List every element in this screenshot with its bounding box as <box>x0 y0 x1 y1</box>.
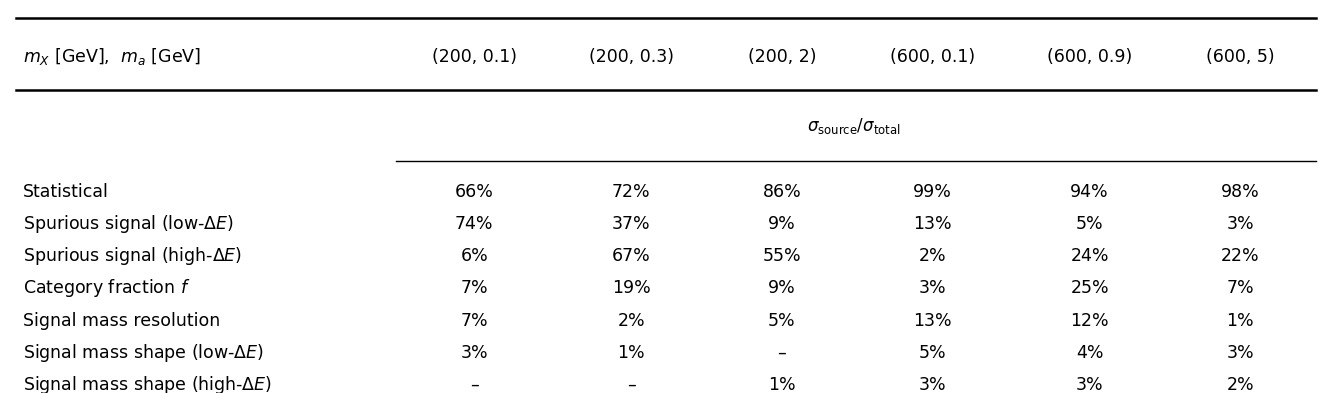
Text: –: – <box>627 376 635 393</box>
Text: 13%: 13% <box>914 312 951 330</box>
Text: 6%: 6% <box>461 247 488 265</box>
Text: 94%: 94% <box>1071 183 1108 201</box>
Text: 3%: 3% <box>1227 344 1253 362</box>
Text: 12%: 12% <box>1071 312 1108 330</box>
Text: (200, 0.1): (200, 0.1) <box>432 48 517 66</box>
Text: 9%: 9% <box>769 215 795 233</box>
Text: 99%: 99% <box>912 183 952 201</box>
Text: $\sigma_{\mathrm{source}}/\sigma_{\mathrm{total}}$: $\sigma_{\mathrm{source}}/\sigma_{\mathr… <box>807 116 900 136</box>
Text: 3%: 3% <box>919 279 946 298</box>
Text: 3%: 3% <box>1227 215 1253 233</box>
Text: 98%: 98% <box>1220 183 1260 201</box>
Text: 25%: 25% <box>1071 279 1108 298</box>
Text: Signal mass resolution: Signal mass resolution <box>23 312 220 330</box>
Text: 5%: 5% <box>1076 215 1103 233</box>
Text: Signal mass shape (high-$\Delta E$): Signal mass shape (high-$\Delta E$) <box>23 374 272 393</box>
Text: Spurious signal (high-$\Delta E$): Spurious signal (high-$\Delta E$) <box>23 245 242 267</box>
Text: 1%: 1% <box>769 376 795 393</box>
Text: 13%: 13% <box>914 215 951 233</box>
Text: 7%: 7% <box>1227 279 1253 298</box>
Text: 7%: 7% <box>461 312 488 330</box>
Text: 4%: 4% <box>1076 344 1103 362</box>
Text: (200, 0.3): (200, 0.3) <box>589 48 674 66</box>
Text: Statistical: Statistical <box>23 183 108 201</box>
Text: 24%: 24% <box>1071 247 1108 265</box>
Text: 3%: 3% <box>1076 376 1103 393</box>
Text: 3%: 3% <box>461 344 488 362</box>
Text: 67%: 67% <box>611 247 651 265</box>
Text: 2%: 2% <box>618 312 645 330</box>
Text: (600, 0.9): (600, 0.9) <box>1047 48 1132 66</box>
Text: 74%: 74% <box>456 215 493 233</box>
Text: 5%: 5% <box>769 312 795 330</box>
Text: 7%: 7% <box>461 279 488 298</box>
Text: 3%: 3% <box>919 376 946 393</box>
Text: 37%: 37% <box>613 215 650 233</box>
Text: (600, 5): (600, 5) <box>1205 48 1275 66</box>
Text: –: – <box>778 344 786 362</box>
Text: –: – <box>470 376 478 393</box>
Text: (200, 2): (200, 2) <box>747 48 817 66</box>
Text: $m_X$ [GeV],  $m_a$ [GeV]: $m_X$ [GeV], $m_a$ [GeV] <box>23 46 201 68</box>
Text: 22%: 22% <box>1221 247 1259 265</box>
Text: Spurious signal (low-$\Delta E$): Spurious signal (low-$\Delta E$) <box>23 213 233 235</box>
Text: 55%: 55% <box>763 247 801 265</box>
Text: 5%: 5% <box>919 344 946 362</box>
Text: 72%: 72% <box>613 183 650 201</box>
Text: Signal mass shape (low-$\Delta E$): Signal mass shape (low-$\Delta E$) <box>23 342 264 364</box>
Text: 1%: 1% <box>1227 312 1253 330</box>
Text: (600, 0.1): (600, 0.1) <box>890 48 975 66</box>
Text: Category fraction $f$: Category fraction $f$ <box>23 277 190 299</box>
Text: 9%: 9% <box>769 279 795 298</box>
Text: 1%: 1% <box>618 344 645 362</box>
Text: 2%: 2% <box>1227 376 1253 393</box>
Text: 19%: 19% <box>611 279 651 298</box>
Text: 86%: 86% <box>762 183 802 201</box>
Text: 66%: 66% <box>454 183 494 201</box>
Text: 2%: 2% <box>919 247 946 265</box>
